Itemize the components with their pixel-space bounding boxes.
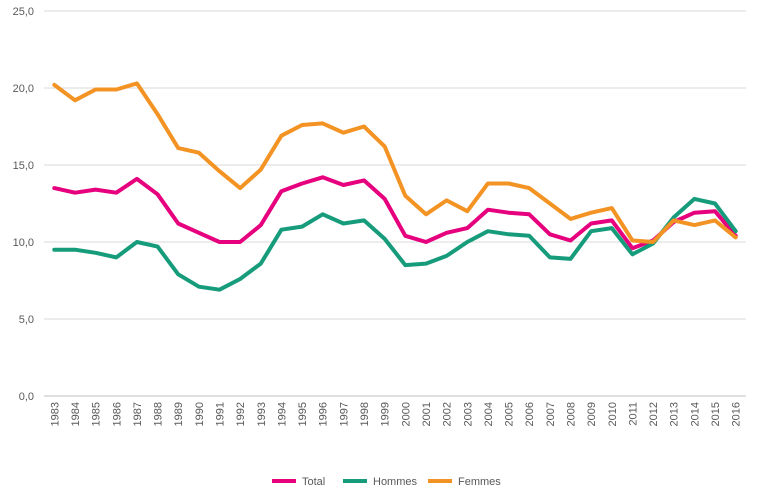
x-tick-label: 2003: [462, 402, 474, 426]
x-tick-label: 1986: [111, 402, 123, 426]
legend-label-femmes: Femmes: [458, 476, 501, 488]
x-tick-label: 2010: [607, 402, 619, 426]
x-tick-label: 1996: [318, 402, 330, 426]
series-lines: [52, 81, 738, 292]
legend-label-hommes: Hommes: [373, 476, 418, 488]
x-tick-label: 2007: [545, 402, 557, 426]
x-tick-label: 2008: [566, 402, 578, 426]
x-tick-label: 2014: [689, 402, 701, 426]
x-tick-label: 1998: [359, 402, 371, 426]
x-tick-label: 1993: [256, 402, 268, 426]
series-line-hommes: [52, 196, 738, 292]
x-tick-label: 1990: [194, 402, 206, 426]
y-tick-label: 0,0: [19, 391, 34, 403]
x-tick-label: 2002: [442, 402, 454, 426]
x-tick-label: 2009: [586, 402, 598, 426]
x-tick-label: 2011: [627, 402, 639, 426]
x-tick-label: 1989: [173, 402, 185, 426]
x-tick-label: 1988: [153, 402, 165, 426]
x-tick-label: 1984: [70, 402, 82, 426]
x-tick-label: 1999: [380, 402, 392, 426]
y-tick-label: 15,0: [13, 160, 34, 172]
x-tick-label: 1992: [235, 402, 247, 426]
x-tick-label: 1994: [276, 402, 288, 426]
y-tick-label: 5,0: [19, 314, 34, 326]
x-tick-label: 2016: [731, 402, 743, 426]
x-tick-label: 2006: [524, 402, 536, 426]
x-tick-label: 2001: [421, 402, 433, 426]
series-line-femmes: [52, 81, 738, 244]
x-tick-label: 1985: [91, 402, 103, 426]
x-axis-tick-labels: 1983 1984 1985 1986 1987 1988 1989 1990 1991 1992…: [49, 402, 742, 426]
y-tick-label: 10,0: [13, 237, 34, 249]
x-tick-label: 1995: [297, 402, 309, 426]
x-tick-label: 2005: [504, 402, 516, 426]
x-tick-label: 2012: [648, 402, 660, 426]
x-tick-label: 2000: [400, 402, 412, 426]
legend-label-total: Total: [302, 476, 325, 488]
x-tick-label: 1991: [215, 402, 227, 426]
gridlines: [44, 10, 746, 320]
x-tick-label: 1983: [49, 402, 61, 426]
x-tick-label: 2015: [710, 402, 722, 426]
x-tick-label: 1997: [338, 402, 350, 426]
y-axis-tick-labels: 0,0 5,0 10,0 15,0 20,0 25,0: [13, 6, 34, 403]
x-tick-label: 2013: [669, 402, 681, 426]
y-tick-label: 25,0: [13, 6, 34, 18]
legend: Total Hommes Femmes: [272, 476, 501, 488]
series-line-total: [52, 175, 738, 251]
x-tick-label: 2004: [483, 402, 495, 426]
y-tick-label: 20,0: [13, 83, 34, 95]
x-tick-label: 1987: [132, 402, 144, 426]
